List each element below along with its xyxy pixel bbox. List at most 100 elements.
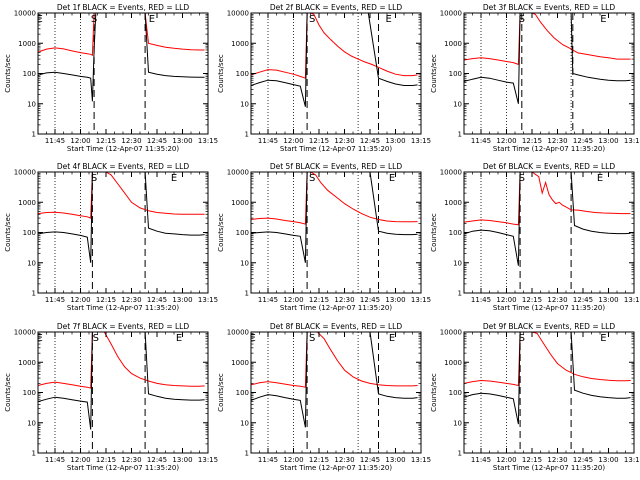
x-tick-label: 12:00 [496, 456, 516, 464]
x-tick-label: 13:15 [624, 296, 640, 304]
y-tick-label: 100 [236, 229, 249, 237]
x-tick-label: 12:15 [96, 456, 116, 464]
y-tick-label: 100 [23, 229, 36, 237]
x-axis-label: Start Time (12-Apr-07 11:35:20) [493, 304, 605, 312]
y-tick-label: 10000 [227, 10, 249, 18]
series-lld [251, 13, 418, 79]
plot-frame [463, 331, 635, 454]
y-tick-label: 10000 [14, 169, 36, 177]
series-lld [464, 13, 631, 66]
x-axis-label: Start Time (12-Apr-07 11:35:20) [280, 464, 392, 472]
x-tick-label: 12:00 [283, 137, 303, 145]
y-tick-label: 10000 [14, 10, 36, 18]
series-lld [251, 172, 418, 225]
y-tick-label: 10 [240, 100, 249, 108]
y-tick-label: 1000 [18, 359, 36, 367]
series-lld [38, 172, 205, 219]
panel-3: Det 3f BLACK = Events, RED = LLD 1 10 100 10… [430, 3, 640, 153]
panel-title: Det 9f BLACK = Events, RED = LLD [483, 322, 616, 331]
panel-9: Det 9f BLACK = Events, RED = LLD 1 10 100 10… [430, 322, 640, 472]
y-tick-label: 10000 [14, 329, 36, 337]
series-events [464, 332, 631, 425]
panel-title: Det 3f BLACK = Events, RED = LLD [483, 3, 616, 12]
x-tick-label: 12:30 [334, 296, 354, 304]
series-lld [251, 332, 418, 388]
x-tick-label: 13:00 [598, 296, 618, 304]
series-lld [464, 332, 631, 387]
x-tick-label: 12:00 [283, 456, 303, 464]
y-tick-label: 10 [240, 419, 249, 427]
x-tick-label: 12:45 [360, 137, 380, 145]
panel-title: Det 5f BLACK = Events, RED = LLD [270, 162, 403, 171]
marker-s: S [91, 14, 97, 25]
y-axis-label: Counts/sec [4, 373, 12, 412]
y-tick-label: 1000 [231, 40, 249, 48]
y-tick-label: 1000 [444, 359, 462, 367]
panel-title: Det 6f BLACK = Events, RED = LLD [483, 162, 616, 171]
panel-5: Det 5f BLACK = Events, RED = LLD 1 10 100 10… [217, 162, 431, 312]
series-events [464, 172, 631, 266]
x-tick-label: 12:15 [96, 296, 116, 304]
series-lld [38, 332, 205, 389]
y-tick-label: 100 [449, 70, 462, 78]
x-axis-label: Start Time (12-Apr-07 11:35:20) [493, 145, 605, 153]
marker-e: E [149, 14, 155, 25]
series-lld [38, 13, 205, 57]
x-tick-label: 11:45 [258, 456, 278, 464]
x-axis-label: Start Time (12-Apr-07 11:35:20) [280, 304, 392, 312]
series-events [251, 13, 418, 107]
marker-e: E [600, 14, 606, 25]
x-tick-label: 12:30 [334, 456, 354, 464]
marker-s: S [519, 14, 525, 25]
plot-frame [463, 171, 635, 294]
x-tick-label: 12:45 [147, 137, 167, 145]
y-tick-label: 1000 [18, 199, 36, 207]
x-axis-label: Start Time (12-Apr-07 11:35:20) [67, 464, 179, 472]
x-tick-label: 13:15 [624, 456, 640, 464]
x-tick-label: 13:00 [598, 137, 618, 145]
y-axis-label: Counts/sec [217, 54, 225, 93]
y-tick-label: 100 [23, 389, 36, 397]
marker-s: S [91, 173, 97, 184]
x-tick-label: 12:15 [522, 137, 542, 145]
x-tick-label: 12:45 [573, 296, 593, 304]
x-tick-label: 12:00 [70, 296, 90, 304]
x-axis-label: Start Time (12-Apr-07 11:35:20) [493, 464, 605, 472]
x-tick-label: 13:00 [385, 137, 405, 145]
x-tick-label: 12:45 [147, 296, 167, 304]
y-tick-label: 1 [458, 290, 462, 298]
x-tick-label: 13:15 [624, 137, 640, 145]
x-tick-label: 12:30 [547, 296, 567, 304]
y-tick-label: 1 [245, 450, 249, 458]
panel-4: Det 4f BLACK = Events, RED = LLD 1 10 100 10… [4, 162, 218, 312]
x-tick-label: 12:45 [573, 137, 593, 145]
series-events [251, 332, 418, 428]
x-tick-label: 13:00 [598, 456, 618, 464]
y-tick-label: 1000 [444, 199, 462, 207]
x-tick-label: 11:45 [45, 296, 65, 304]
y-tick-label: 10000 [440, 169, 462, 177]
x-tick-label: 12:15 [309, 456, 329, 464]
marker-e: E [600, 333, 606, 344]
marker-e: E [37, 333, 43, 344]
y-tick-label: 1 [245, 290, 249, 298]
x-tick-label: 11:45 [45, 456, 65, 464]
x-tick-label: 11:45 [471, 456, 491, 464]
y-tick-label: 1000 [444, 40, 462, 48]
y-axis-label: Counts/sec [4, 54, 12, 93]
x-tick-label: 13:15 [411, 296, 431, 304]
y-tick-label: 1 [32, 290, 36, 298]
y-tick-label: 1000 [18, 40, 36, 48]
x-tick-label: 13:15 [411, 456, 431, 464]
panel-1: Det 1f BLACK = Events, RED = LLD 1 10 100 10… [4, 3, 218, 153]
x-tick-label: 12:30 [547, 137, 567, 145]
y-axis-label: Counts/sec [217, 213, 225, 252]
y-tick-label: 100 [236, 70, 249, 78]
x-tick-label: 12:00 [70, 456, 90, 464]
x-tick-label: 12:45 [573, 456, 593, 464]
series-events [251, 172, 418, 263]
x-tick-label: 12:45 [147, 456, 167, 464]
panel-title: Det 2f BLACK = Events, RED = LLD [270, 3, 403, 12]
y-tick-label: 10000 [440, 329, 462, 337]
